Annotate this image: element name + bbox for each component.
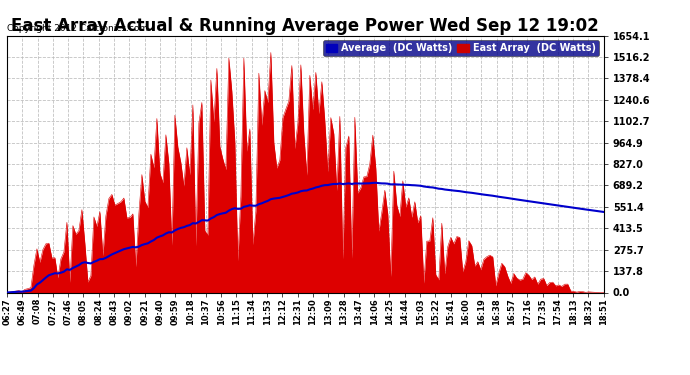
Text: Copyright 2012 Cartronics.com: Copyright 2012 Cartronics.com (7, 24, 148, 33)
Title: East Array Actual & Running Average Power Wed Sep 12 19:02: East Array Actual & Running Average Powe… (12, 18, 599, 36)
Legend: Average  (DC Watts), East Array  (DC Watts): Average (DC Watts), East Array (DC Watts… (323, 40, 599, 56)
